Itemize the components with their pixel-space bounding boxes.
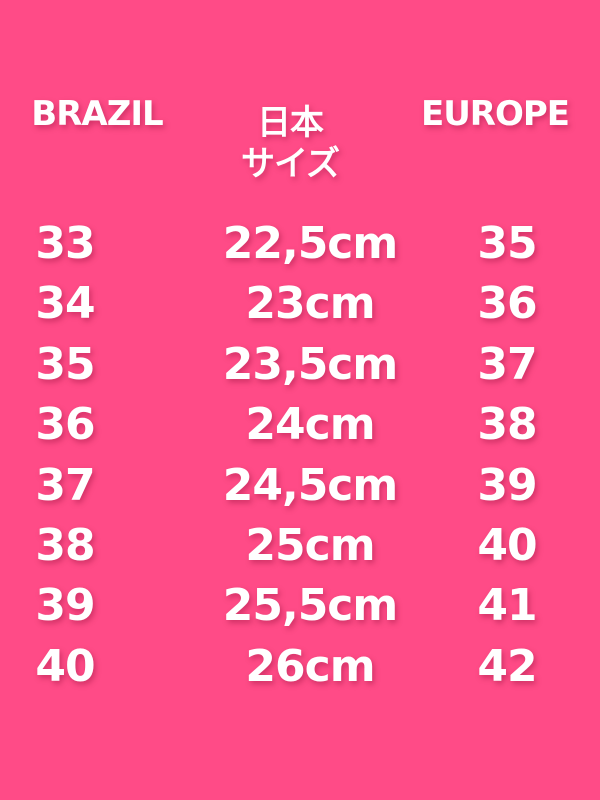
size-brazil: 39: [35, 580, 95, 632]
size-japan: 25cm: [245, 520, 375, 571]
size-europe: 39: [477, 459, 537, 511]
size-europe: 41: [477, 580, 537, 632]
size-japan: 23,5cm: [222, 338, 398, 390]
header-japan-line2: サイズ: [241, 144, 340, 184]
size-brazil: 37: [35, 459, 95, 511]
size-brazil: 35: [35, 338, 95, 390]
size-europe: 42: [477, 640, 537, 692]
size-europe: 40: [477, 520, 537, 571]
size-japan: 23cm: [245, 278, 375, 330]
size-japan: 26cm: [245, 640, 375, 692]
size-europe: 38: [477, 399, 537, 451]
size-japan: 22,5cm: [222, 218, 398, 269]
size-europe: 35: [477, 218, 537, 269]
size-brazil: 40: [35, 640, 95, 692]
size-brazil: 36: [35, 399, 95, 451]
size-brazil: 33: [35, 218, 95, 269]
size-japan: 25,5cm: [222, 580, 398, 632]
size-brazil: 38: [35, 520, 95, 571]
header-brazil: BRAZIL: [31, 94, 163, 134]
header-europe: EUROPE: [420, 94, 570, 134]
header-japan-line1: 日本: [257, 103, 324, 143]
size-japan: 24,5cm: [222, 459, 398, 511]
size-europe: 36: [477, 278, 537, 330]
size-europe: 37: [477, 338, 537, 390]
size-japan: 24cm: [245, 399, 375, 451]
size-brazil: 34: [35, 278, 95, 330]
